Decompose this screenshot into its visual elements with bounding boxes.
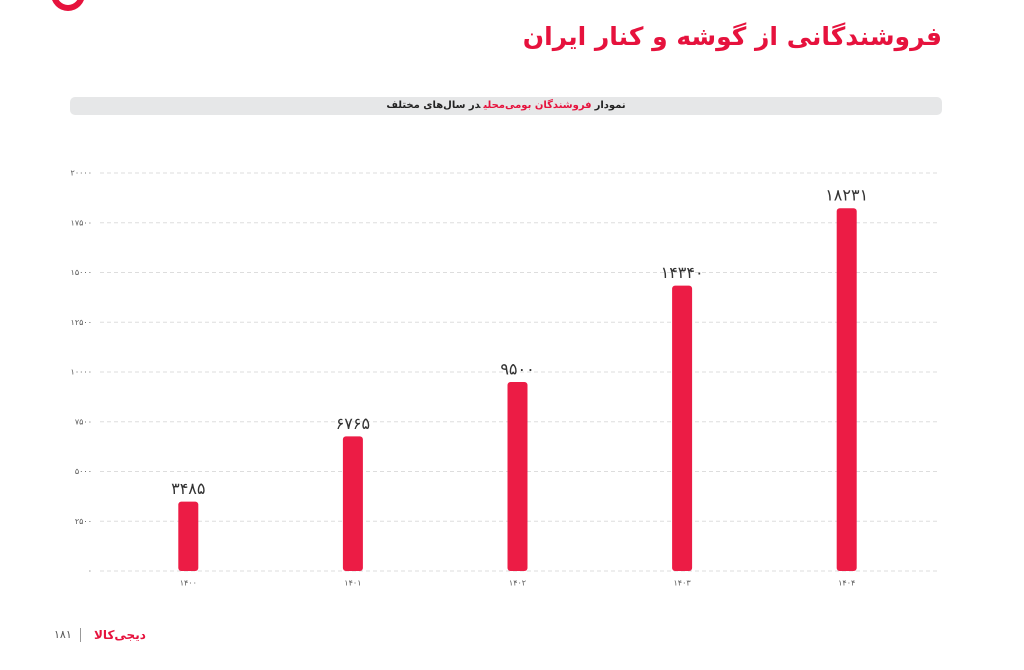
x-tick-label: ۱۴۰۳ — [674, 579, 692, 588]
value-label: ۶۷۶۵ — [336, 414, 370, 433]
x-tick-label: ۱۴۰۴ — [838, 579, 855, 588]
value-label: ۳۴۸۵ — [171, 479, 205, 498]
y-tick-label: ۱۷۵۰۰ — [71, 218, 92, 227]
page-title: فروشندگانی از گوشه و کنار ایران — [522, 22, 942, 51]
x-tick-label: ۱۴۰۱ — [344, 579, 361, 588]
subtitle-text: نمودار — [594, 100, 626, 111]
y-tick-label: ۲۵۰۰ — [75, 517, 92, 526]
footer-separator — [80, 628, 81, 642]
footer-brand: دیجی‌کالا — [94, 628, 146, 642]
y-tick-label: ۷۵۰۰ — [75, 417, 92, 426]
value-label: ۱۸۲۳۱ — [825, 186, 868, 205]
subtitle-highlight: فروشندگان بومی‌محلی — [483, 100, 592, 111]
value-label: ۱۴۳۴۰ — [661, 263, 704, 282]
chart-subtitle: نمودارفروشندگان بومی‌محلیدر سال‌های مختل… — [70, 97, 942, 115]
bar — [178, 501, 199, 571]
bar — [507, 381, 528, 571]
y-tick-label: ۵۰۰۰ — [75, 467, 92, 476]
subtitle-text: در سال‌های مختلف — [386, 100, 481, 111]
x-tick-label: ۱۴۰۲ — [509, 579, 526, 588]
y-tick-label: ۱۵۰۰۰ — [71, 268, 92, 277]
y-tick-label: ۰ — [88, 567, 92, 576]
y-tick-label: ۱۰۰۰۰ — [71, 368, 92, 377]
page-number: ۱۸۱ — [54, 628, 72, 641]
logo-mark — [52, 0, 84, 11]
bar — [836, 208, 857, 571]
y-tick-label: ۱۲۵۰۰ — [71, 318, 92, 327]
bar — [342, 436, 363, 571]
y-tick-label: ۲۰۰۰۰ — [71, 169, 92, 178]
bar — [672, 285, 693, 571]
value-label: ۹۵۰۰ — [500, 359, 534, 378]
x-tick-label: ۱۴۰۰ — [180, 579, 197, 588]
